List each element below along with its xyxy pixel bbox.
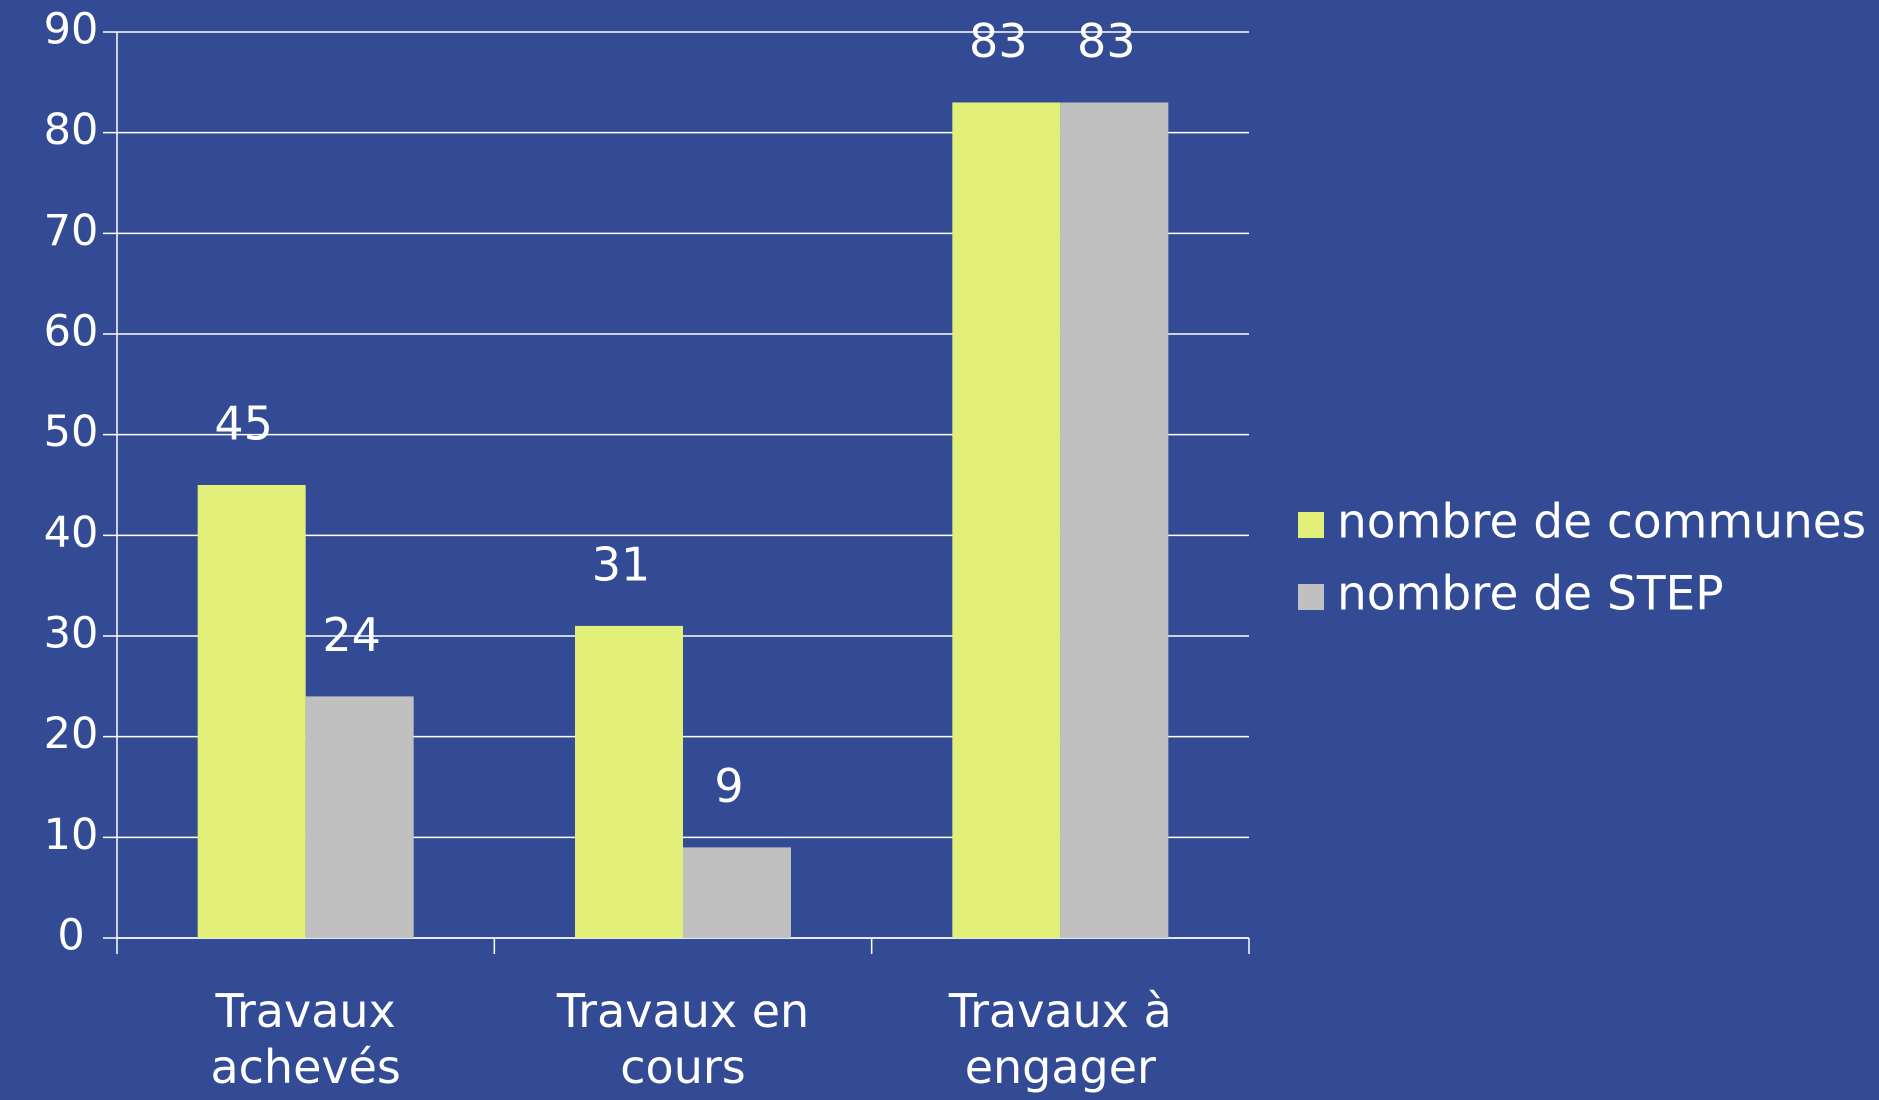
bar: [952, 102, 1061, 938]
y-tick-label: 60: [44, 307, 99, 357]
data-label: 83: [969, 14, 1028, 68]
bar: [197, 485, 306, 938]
bar: [683, 847, 791, 938]
y-tick-label: 20: [44, 709, 99, 759]
bar: [1060, 102, 1169, 938]
data-label: 45: [214, 397, 273, 451]
y-tick-label: 90: [44, 5, 99, 55]
legend-swatch: [1298, 512, 1324, 538]
x-tick-label: Travaux à engager: [948, 984, 1172, 1094]
y-tick-label: 0: [57, 911, 84, 961]
data-label: 83: [1077, 14, 1136, 68]
y-tick-label: 10: [44, 810, 99, 860]
y-tick-label: 50: [44, 407, 99, 457]
data-label: 31: [592, 537, 651, 591]
y-tick-label: 30: [44, 609, 99, 659]
bar: [575, 625, 683, 938]
legend-label: nombre de STEP: [1337, 567, 1724, 622]
legend-swatch: [1298, 584, 1324, 610]
x-tick-label: Travaux achevés: [210, 984, 401, 1094]
y-tick-label: 80: [44, 105, 99, 155]
x-tick-label: Travaux en cours: [556, 984, 810, 1094]
data-label: 9: [714, 759, 743, 813]
y-tick-label: 40: [44, 508, 99, 558]
legend-label: nombre de communes: [1337, 495, 1866, 550]
bar: [305, 696, 414, 938]
y-tick-label: 70: [44, 206, 99, 256]
data-label: 24: [322, 608, 381, 662]
